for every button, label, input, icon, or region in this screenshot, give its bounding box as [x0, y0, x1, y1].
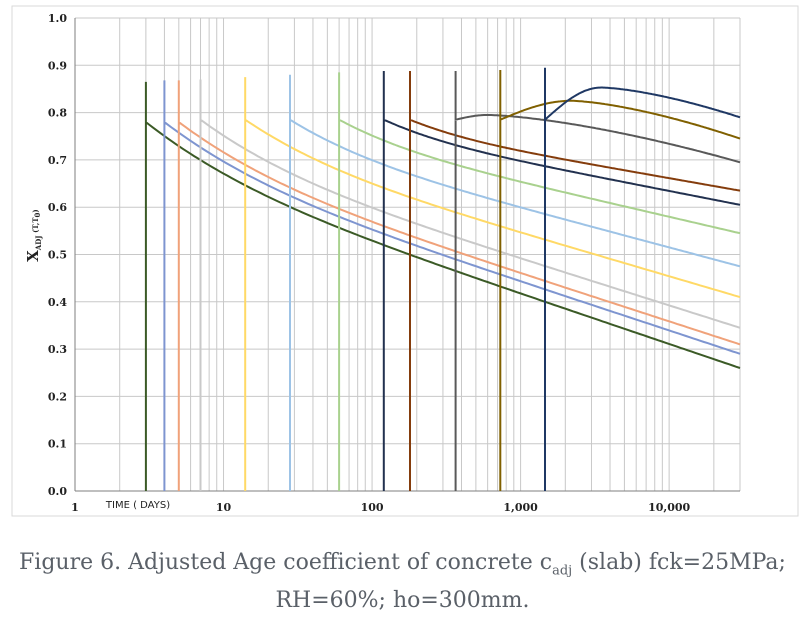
- series-line-t0-3: [144, 81, 741, 491]
- series-line-t0-1460: [544, 67, 741, 491]
- series-line-t0-120: [382, 71, 741, 491]
- x-axis-title: TIME ( DAYS): [105, 500, 170, 511]
- series-line-t0-7: [199, 79, 741, 491]
- series-line-t0-365: [454, 71, 741, 491]
- y-tick-label: 0.3: [48, 343, 67, 356]
- series-line-t0-28: [289, 74, 741, 491]
- x-tick-label: 100: [361, 501, 384, 514]
- series-line-t0-4: [163, 80, 741, 491]
- x-tick-label: 1: [71, 501, 79, 514]
- series-line-t0-60: [338, 72, 741, 491]
- y-tick-label: 1.0: [48, 12, 67, 25]
- y-tick-label: 0.0: [48, 485, 67, 498]
- x-tick-label: 10,000: [648, 501, 690, 514]
- caption-text-line2: RH=60%; ho=300mm.: [275, 588, 530, 614]
- caption-text-2: (slab) fck=25MPa;: [572, 550, 786, 575]
- series-line-t0-14: [244, 77, 741, 491]
- y-tick-label: 0.4: [48, 296, 67, 309]
- x-tick-label: 1,000: [503, 501, 538, 514]
- adjusted-age-coefficient-chart: 0.0 0.1 0.2 0.3 0.4 0.5 0.6 0.7 0.8 0.9 1.0 1 10 100 1…: [11, 5, 799, 517]
- y-tick-label: 0.7: [48, 154, 67, 167]
- y-axis-title: XADJ (T,T0): [24, 209, 43, 262]
- series-line-t0-730: [499, 70, 741, 491]
- series-line-t0-5: [177, 80, 741, 491]
- figure-caption: Figure 6. Adjusted Age coefficient of co…: [0, 548, 805, 616]
- y-tick-label: 0.2: [48, 390, 67, 403]
- chart-area: 0.0 0.1 0.2 0.3 0.4 0.5 0.6 0.7 0.8 0.9 1.0 1 10 100 1…: [11, 5, 799, 517]
- y-tick-label: 0.6: [48, 201, 67, 214]
- x-tick-label: 10: [216, 501, 232, 514]
- y-tick-label: 0.8: [48, 107, 67, 120]
- y-tick-label: 0.5: [48, 249, 67, 262]
- y-tick-label: 0.1: [48, 438, 67, 451]
- series-line-t0-180: [409, 71, 741, 491]
- y-tick-label: 0.9: [48, 59, 67, 72]
- caption-text-1: Figure 6. Adjusted Age coefficient of co…: [19, 550, 553, 575]
- chart-border: [11, 5, 799, 517]
- caption-subscript: adj: [552, 563, 573, 579]
